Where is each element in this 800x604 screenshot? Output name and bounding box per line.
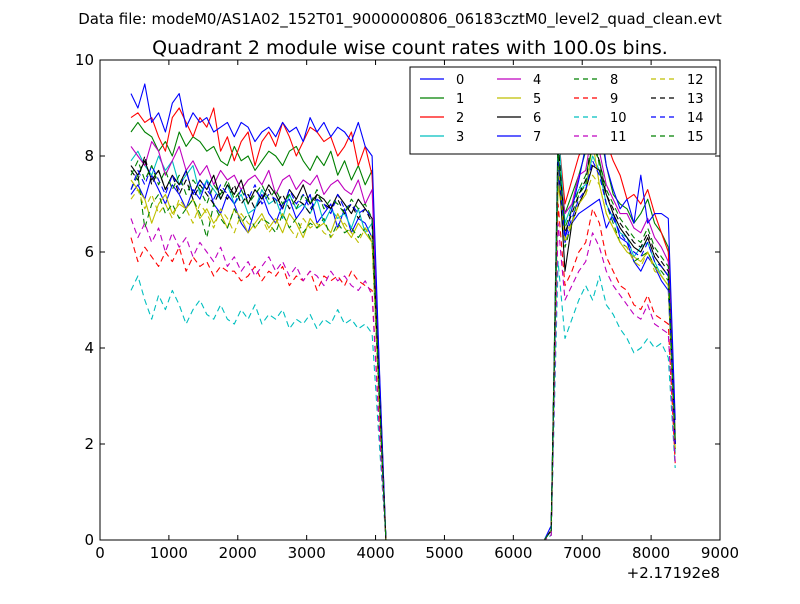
x-tick-label: 9000: [701, 544, 739, 562]
legend-label-6: 6: [533, 111, 541, 126]
legend-label-7: 7: [533, 130, 541, 145]
x-tick-label: 6000: [494, 544, 532, 562]
y-tick-label: 4: [84, 339, 94, 357]
series-line-6: [130, 155, 676, 540]
x-offset-label: +2.17192e8: [627, 564, 720, 582]
legend-label-2: 2: [456, 111, 464, 126]
legend-label-0: 0: [456, 73, 464, 88]
x-tick-label: 3000: [288, 544, 326, 562]
x-tick-label: 0: [95, 544, 105, 562]
series-line-12: [130, 165, 676, 540]
legend-label-11: 11: [610, 130, 627, 145]
chart-title: Quadrant 2 module wise count rates with …: [152, 37, 668, 59]
y-tick-label: 8: [84, 147, 94, 165]
y-tick-label: 6: [84, 243, 94, 261]
y-tick-label: 0: [84, 531, 94, 549]
series-line-1: [130, 121, 676, 540]
legend-label-15: 15: [687, 130, 704, 145]
legend-label-1: 1: [456, 92, 464, 107]
figure-suptitle: Data file: modeM0/AS1A02_152T01_90000008…: [78, 10, 722, 29]
axes-frame: [99, 59, 721, 541]
y-tick-label: 2: [84, 435, 94, 453]
legend-label-5: 5: [533, 92, 541, 107]
legend-label-10: 10: [610, 111, 627, 126]
legend-label-13: 13: [687, 92, 704, 107]
legend-label-14: 14: [687, 111, 704, 126]
x-tick-label: 8000: [632, 544, 670, 562]
series-line-5: [130, 141, 676, 540]
x-tick-label: 1000: [150, 544, 188, 562]
x-tick-label: 4000: [356, 544, 394, 562]
x-tick-label: 5000: [425, 544, 463, 562]
x-tick-label: 2000: [219, 544, 257, 562]
series-line-11: [130, 218, 676, 540]
series-line-15: [130, 145, 676, 540]
legend-label-4: 4: [533, 73, 541, 88]
x-tick-label: 7000: [563, 544, 601, 562]
legend-label-3: 3: [456, 130, 464, 145]
series-line-9: [130, 203, 676, 540]
legend-label-9: 9: [610, 92, 618, 107]
series-line-8: [130, 126, 676, 540]
series-line-4: [130, 126, 676, 540]
plot-area: [130, 83, 676, 540]
legend-label-12: 12: [687, 73, 704, 88]
y-tick-label: 10: [75, 51, 94, 69]
axes: 0 1000 2000 3000 4000 5000 6000 7000 8000 9000 0 2 4…: [75, 51, 739, 562]
legend-box: [409, 66, 717, 155]
legend-label-8: 8: [610, 73, 618, 88]
